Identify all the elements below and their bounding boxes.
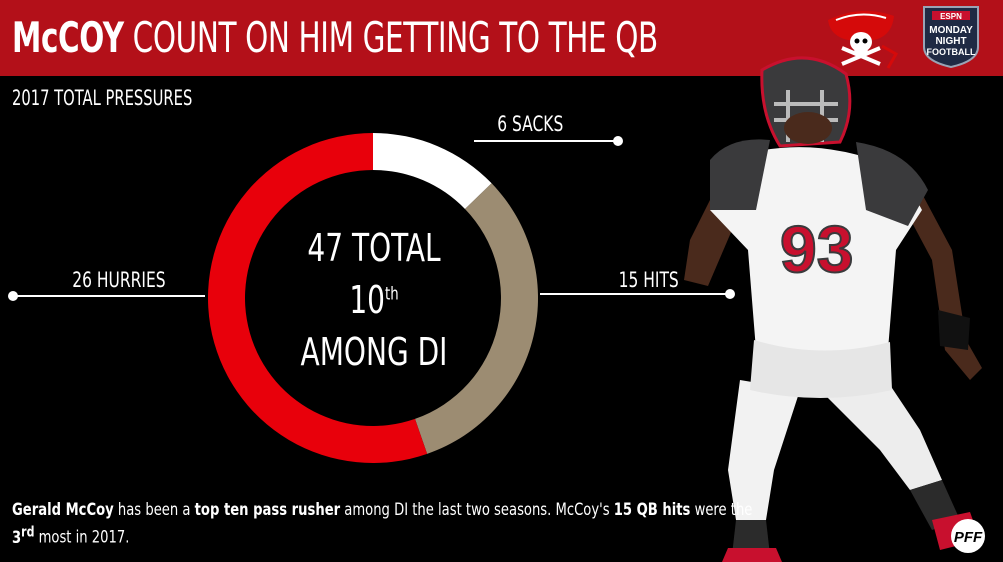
header-bar: McCOY COUNT ON HIM GETTING TO THE QB ESP… — [0, 0, 1003, 76]
caption-highlight: 15 QB hits — [613, 500, 691, 520]
player-photo: 93 — [684, 56, 982, 562]
caption-text: Gerald McCoy has been a top ten pass rus… — [12, 499, 769, 549]
total-pressures-text: 47 TOTAL — [307, 226, 441, 270]
rank-number: 10 — [349, 278, 386, 322]
rank-text: 10th — [294, 274, 455, 326]
donut-slice-sacks — [373, 133, 492, 210]
donut-center-text: 47 TOTAL 10th AMONG DI — [294, 222, 455, 378]
mnf-logo-monday: MONDAY — [929, 25, 973, 36]
mnf-logo-football: FOOTBALL — [927, 47, 976, 57]
caption-rank: 3rd — [12, 524, 35, 548]
chart-subtitle: 2017 TOTAL PRESSURES — [12, 86, 193, 110]
title-text: COUNT ON HIM GETTING TO THE QB — [132, 13, 659, 62]
rank-context-text: AMONG DI — [300, 330, 448, 374]
pff-logo-text: PFF — [954, 529, 983, 546]
rank-suffix: th — [385, 283, 399, 305]
caption-segment: has been a — [113, 500, 195, 520]
caption-segment: most in 2017. — [34, 527, 130, 548]
hurries-leader-dot — [8, 291, 18, 301]
pff-logo-icon: PFF — [951, 519, 985, 553]
caption-segment: among DI the last two seasons. McCoy's — [340, 500, 614, 520]
monday-night-football-logo-icon: ESPN MONDAY NIGHT FOOTBALL — [923, 6, 979, 69]
sacks-leader-dot — [613, 136, 623, 146]
mnf-logo-night: NIGHT — [935, 36, 966, 47]
donut-chart — [8, 133, 735, 463]
donut-slice-hits — [414, 183, 538, 454]
mnf-logo-espn: ESPN — [940, 12, 962, 21]
hurries-label: 26 HURRIES — [72, 268, 166, 292]
caption-segment: were the — [690, 500, 753, 520]
buccaneers-logo-icon — [828, 10, 899, 69]
leader-lines — [8, 136, 735, 301]
title-player-name: McCOY — [12, 13, 124, 62]
caption-player-name: Gerald McCoy — [12, 500, 114, 520]
hits-leader-dot — [725, 289, 735, 299]
hits-label: 15 HITS — [618, 268, 679, 292]
sacks-label: 6 SACKS — [497, 112, 564, 136]
page-title: McCOY COUNT ON HIM GETTING TO THE QB — [12, 12, 658, 64]
donut-slice-hurries — [207, 133, 428, 463]
donut-slices — [207, 133, 538, 463]
caption-highlight: top ten pass rusher — [194, 500, 341, 520]
jersey-number: 93 — [780, 212, 853, 286]
